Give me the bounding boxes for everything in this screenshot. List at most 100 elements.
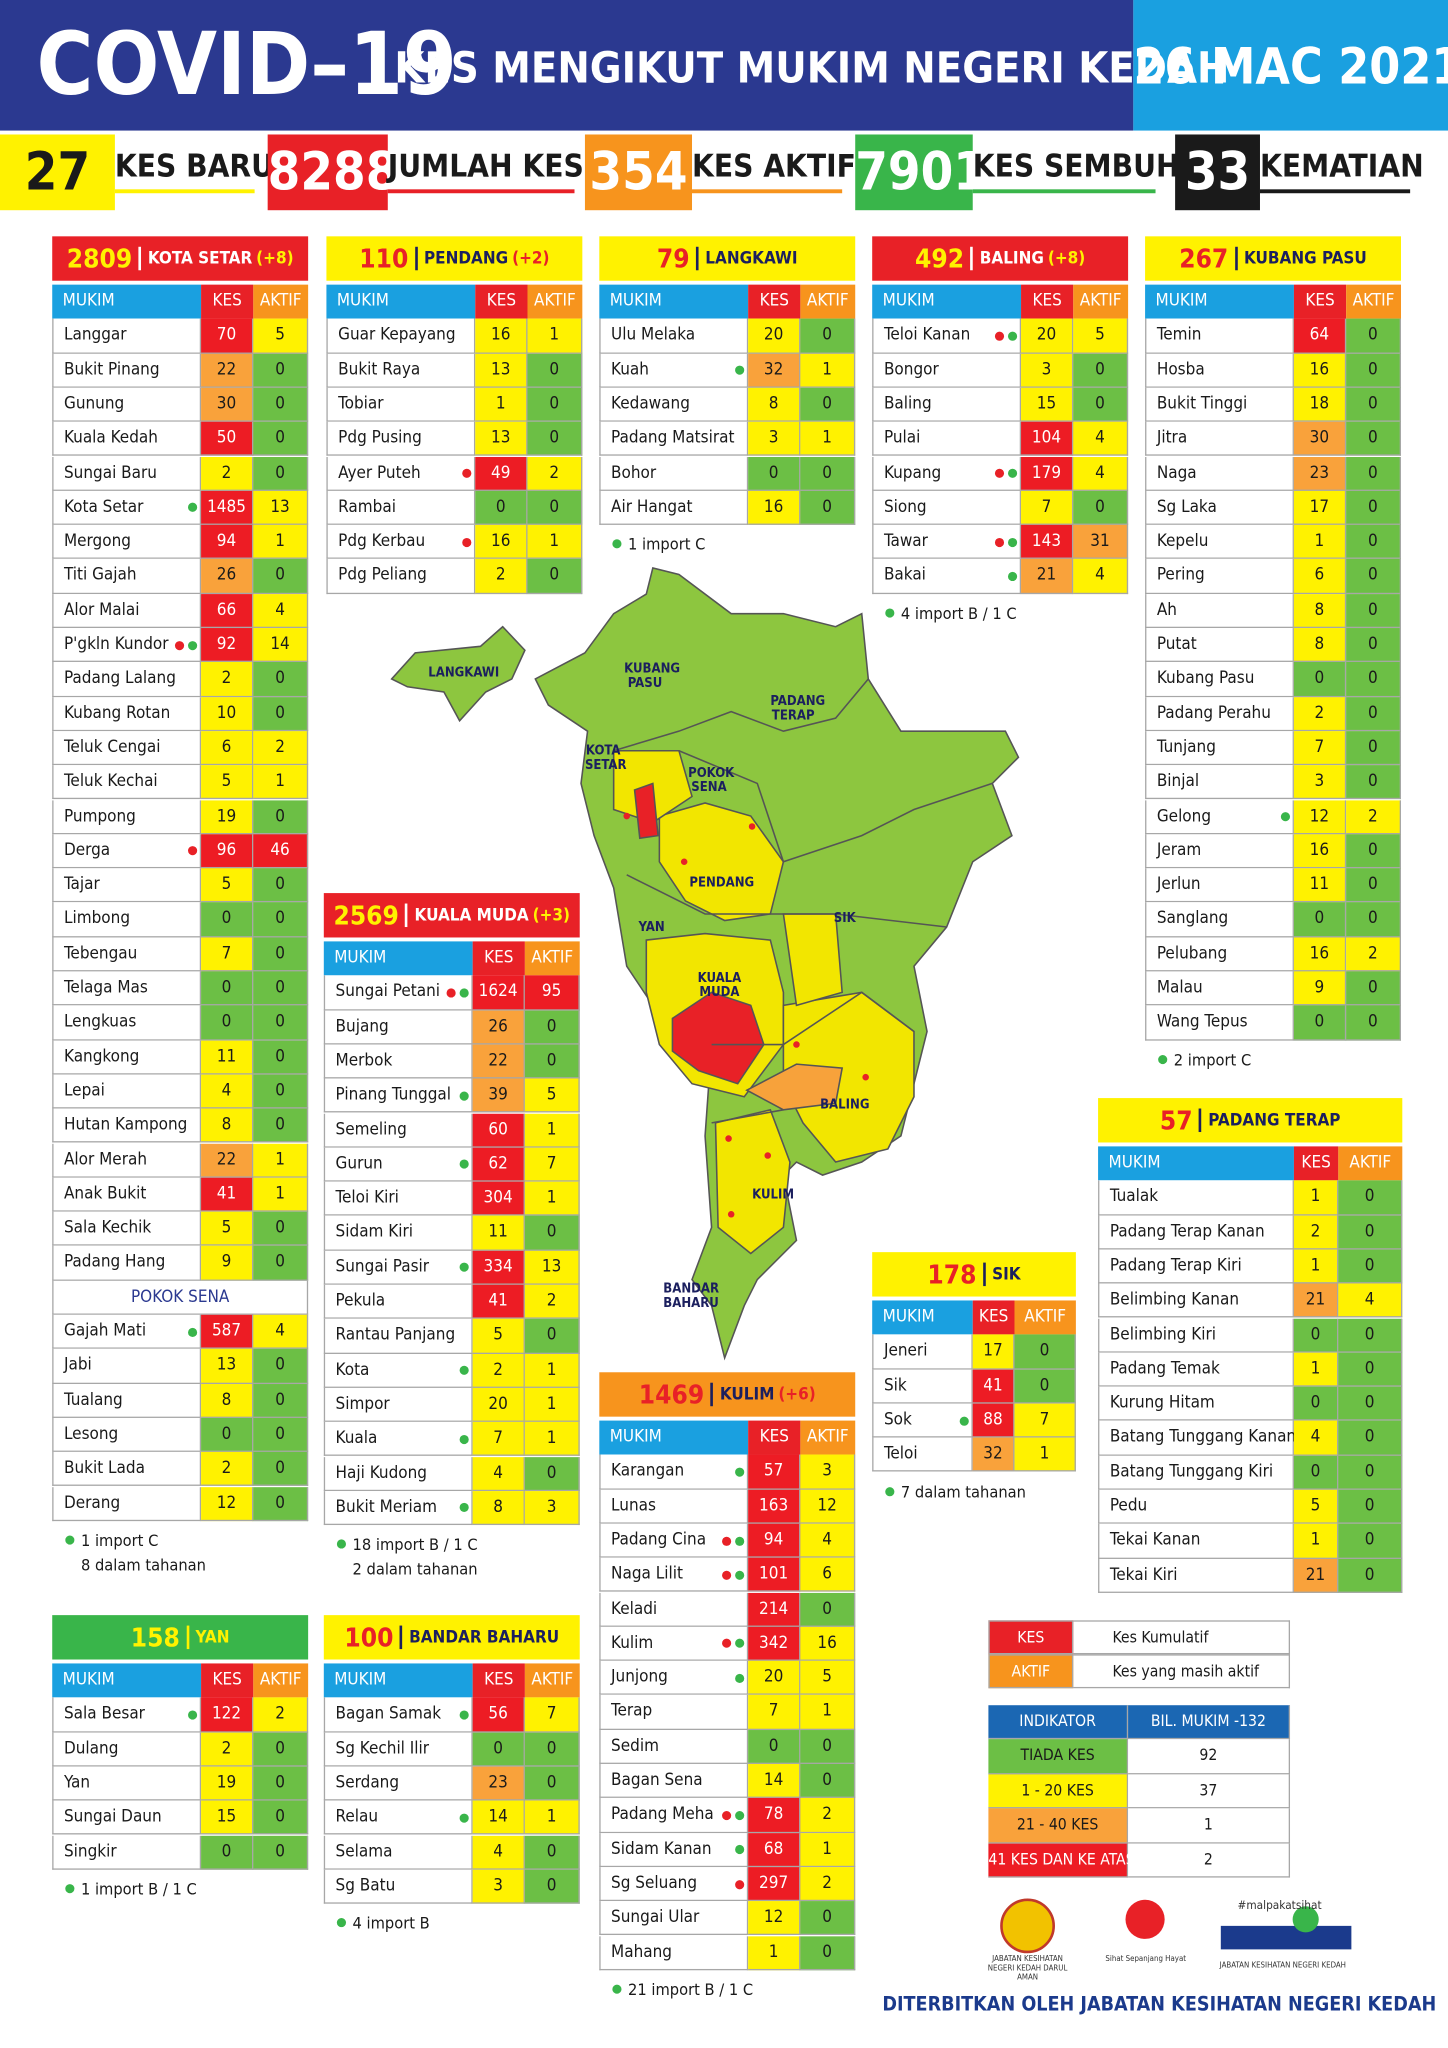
mukim-name: Padang Temak <box>1098 1352 1294 1387</box>
mukim-name: Jabi <box>52 1349 202 1384</box>
table-header: 79 LANGKAWI <box>599 236 856 281</box>
note-dot <box>612 539 622 549</box>
mukim-name: Kangkong <box>52 1040 202 1075</box>
mukim-name: Sg Kechil Ilir <box>323 1732 473 1767</box>
mukim-name: Teluk Cengai <box>52 731 202 766</box>
aktif-cell: 1 <box>527 318 583 354</box>
aktif-cell: 4 <box>1338 1283 1403 1319</box>
kes-cell: 12 <box>748 1901 801 1936</box>
district-name: SIK <box>992 1264 1021 1285</box>
aktif-cell: 0 <box>1346 387 1401 422</box>
column-header: AKTIF <box>524 1663 580 1698</box>
kes-cell: 8 <box>1293 628 1347 663</box>
map-label: PENDANG <box>689 876 755 891</box>
kes-cell: 16 <box>475 525 528 560</box>
kes-cell: 0 <box>748 1729 801 1764</box>
aktif-cell: 0 <box>524 1010 580 1045</box>
note: 4 import B <box>352 1912 430 1933</box>
mukim-name: Mergong <box>52 525 202 560</box>
mukim-name: Sik <box>872 1369 973 1404</box>
marker-dot <box>735 1845 745 1855</box>
aktif-cell: 2 <box>524 1284 580 1320</box>
aktif-cell: 2 <box>527 456 583 491</box>
kes-cell: 56 <box>472 1697 525 1733</box>
aktif-cell: 0 <box>1346 868 1401 903</box>
mukim-name: Putat <box>1145 628 1294 663</box>
aktif-cell: 0 <box>1346 662 1401 697</box>
mukim-name: Alor Merah <box>52 1143 202 1178</box>
kes-cell: 0 <box>1293 902 1347 938</box>
kes-cell: 18 <box>1293 387 1347 422</box>
mukim-name: Padang Meha <box>599 1798 749 1833</box>
kes-cell: 587 <box>201 1314 254 1350</box>
indicator-header: INDIKATOR <box>988 1705 1129 1740</box>
marker-dot <box>735 365 745 376</box>
kes-cell: 22 <box>201 1143 254 1178</box>
aktif-cell: 0 <box>1346 731 1401 766</box>
column-header: AKTIF <box>800 1420 856 1455</box>
marker-dot <box>735 1879 745 1889</box>
aktif-cell: 0 <box>1346 593 1401 629</box>
aktif-cell: 1 <box>527 525 583 560</box>
aktif-cell: 0 <box>524 1835 580 1870</box>
kes-cell: 1 <box>475 387 528 422</box>
aktif-cell: 0 <box>800 1592 856 1627</box>
aktif-cell: 0 <box>253 902 309 938</box>
mukim-name: Pumpong <box>52 799 202 835</box>
kes-cell: 20 <box>472 1387 525 1423</box>
aktif-cell: 0 <box>1338 1352 1403 1387</box>
column-header: KES <box>472 941 525 976</box>
marker-dot <box>722 1536 732 1546</box>
kes-cell: 21 <box>1021 559 1074 594</box>
kes-cell: 214 <box>748 1592 801 1627</box>
aktif-cell: 4 <box>253 593 309 629</box>
kes-cell: 50 <box>201 421 254 457</box>
kes-cell: 14 <box>472 1800 525 1836</box>
note: 2 import C <box>1173 1049 1252 1069</box>
aktif-cell: 0 <box>1346 559 1401 594</box>
note-dot <box>336 1539 347 1549</box>
column-header: KES <box>748 284 801 319</box>
mukim-name: Sg Seluang <box>599 1866 749 1902</box>
column-header: KES <box>475 284 528 319</box>
kes-cell: 2 <box>1293 696 1347 732</box>
aktif-cell: 4 <box>253 1314 309 1350</box>
stat-value: 7901 <box>855 134 986 211</box>
kes-cell: 0 <box>472 1732 525 1767</box>
marker-dot <box>188 846 198 856</box>
mukim-name: Titi Gajah <box>52 559 202 594</box>
mukim-name: Bagan Sena <box>599 1763 749 1799</box>
kes-cell: 4 <box>1293 1421 1339 1456</box>
mukim-name: Lepai <box>52 1074 202 1109</box>
kes-cell: 16 <box>748 490 801 526</box>
kes-cell: 5 <box>472 1319 525 1354</box>
map-label: POKOK SENA <box>688 766 735 796</box>
note: 1 import C <box>80 1529 159 1550</box>
kes-cell: 143 <box>1021 525 1074 560</box>
aktif-cell: 1 <box>524 1387 580 1423</box>
mukim-name: Sedim <box>599 1729 749 1764</box>
mukim-name: Simpor <box>323 1387 473 1423</box>
marker-dot <box>1280 812 1291 822</box>
kes-cell: 0 <box>1293 1455 1339 1490</box>
kes-cell: 16 <box>1293 353 1347 388</box>
aktif-cell: 0 <box>1338 1524 1403 1559</box>
kes-cell: 62 <box>472 1147 525 1182</box>
marker-dot <box>735 1467 745 1477</box>
column-header: MUKIM <box>1145 284 1294 319</box>
mukim-name: Jitra <box>1145 421 1294 457</box>
district-total: 267 <box>1179 242 1229 275</box>
district-total: 492 <box>915 242 965 275</box>
zone-yellow <box>714 1108 791 1255</box>
mukim-name: Bongor <box>872 353 1022 388</box>
kes-cell: 20 <box>1021 318 1074 354</box>
aktif-cell: 0 <box>1346 696 1401 732</box>
marker-dot <box>994 537 1005 547</box>
separator <box>982 1262 986 1287</box>
district-name: KUALA MUDA <box>414 905 529 926</box>
separator <box>710 1382 714 1407</box>
aktif-cell: 0 <box>253 1383 309 1418</box>
aktif-cell: 0 <box>527 559 583 594</box>
note-dot <box>612 1984 622 1994</box>
separator <box>399 1625 403 1650</box>
